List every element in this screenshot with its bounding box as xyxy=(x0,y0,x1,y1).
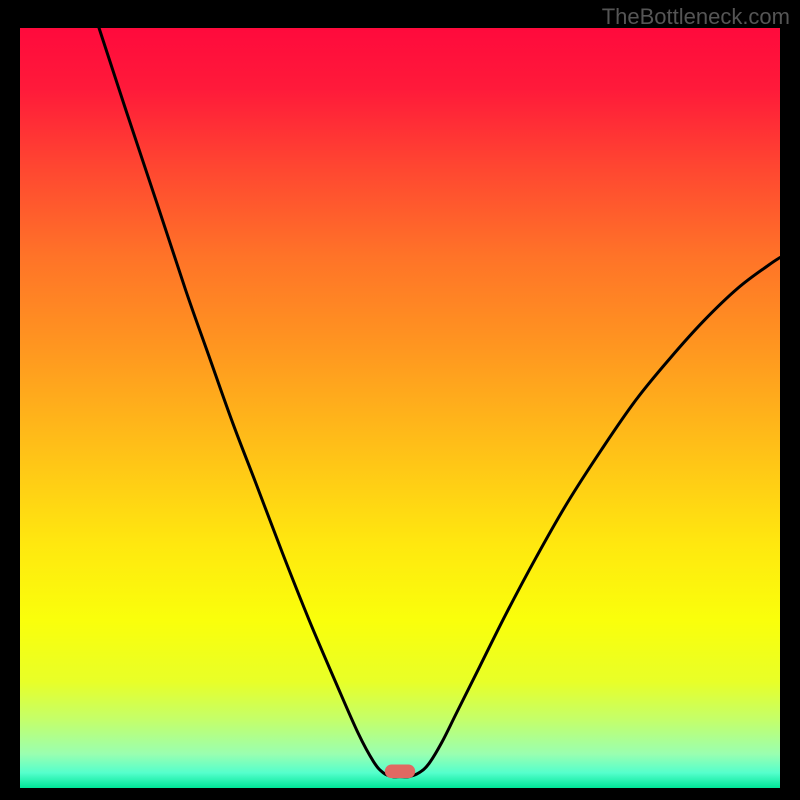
gradient-background xyxy=(20,28,780,788)
chart-svg xyxy=(20,28,780,788)
watermark-text: TheBottleneck.com xyxy=(602,4,790,30)
bottleneck-chart xyxy=(20,28,780,788)
optimal-marker xyxy=(385,764,415,778)
